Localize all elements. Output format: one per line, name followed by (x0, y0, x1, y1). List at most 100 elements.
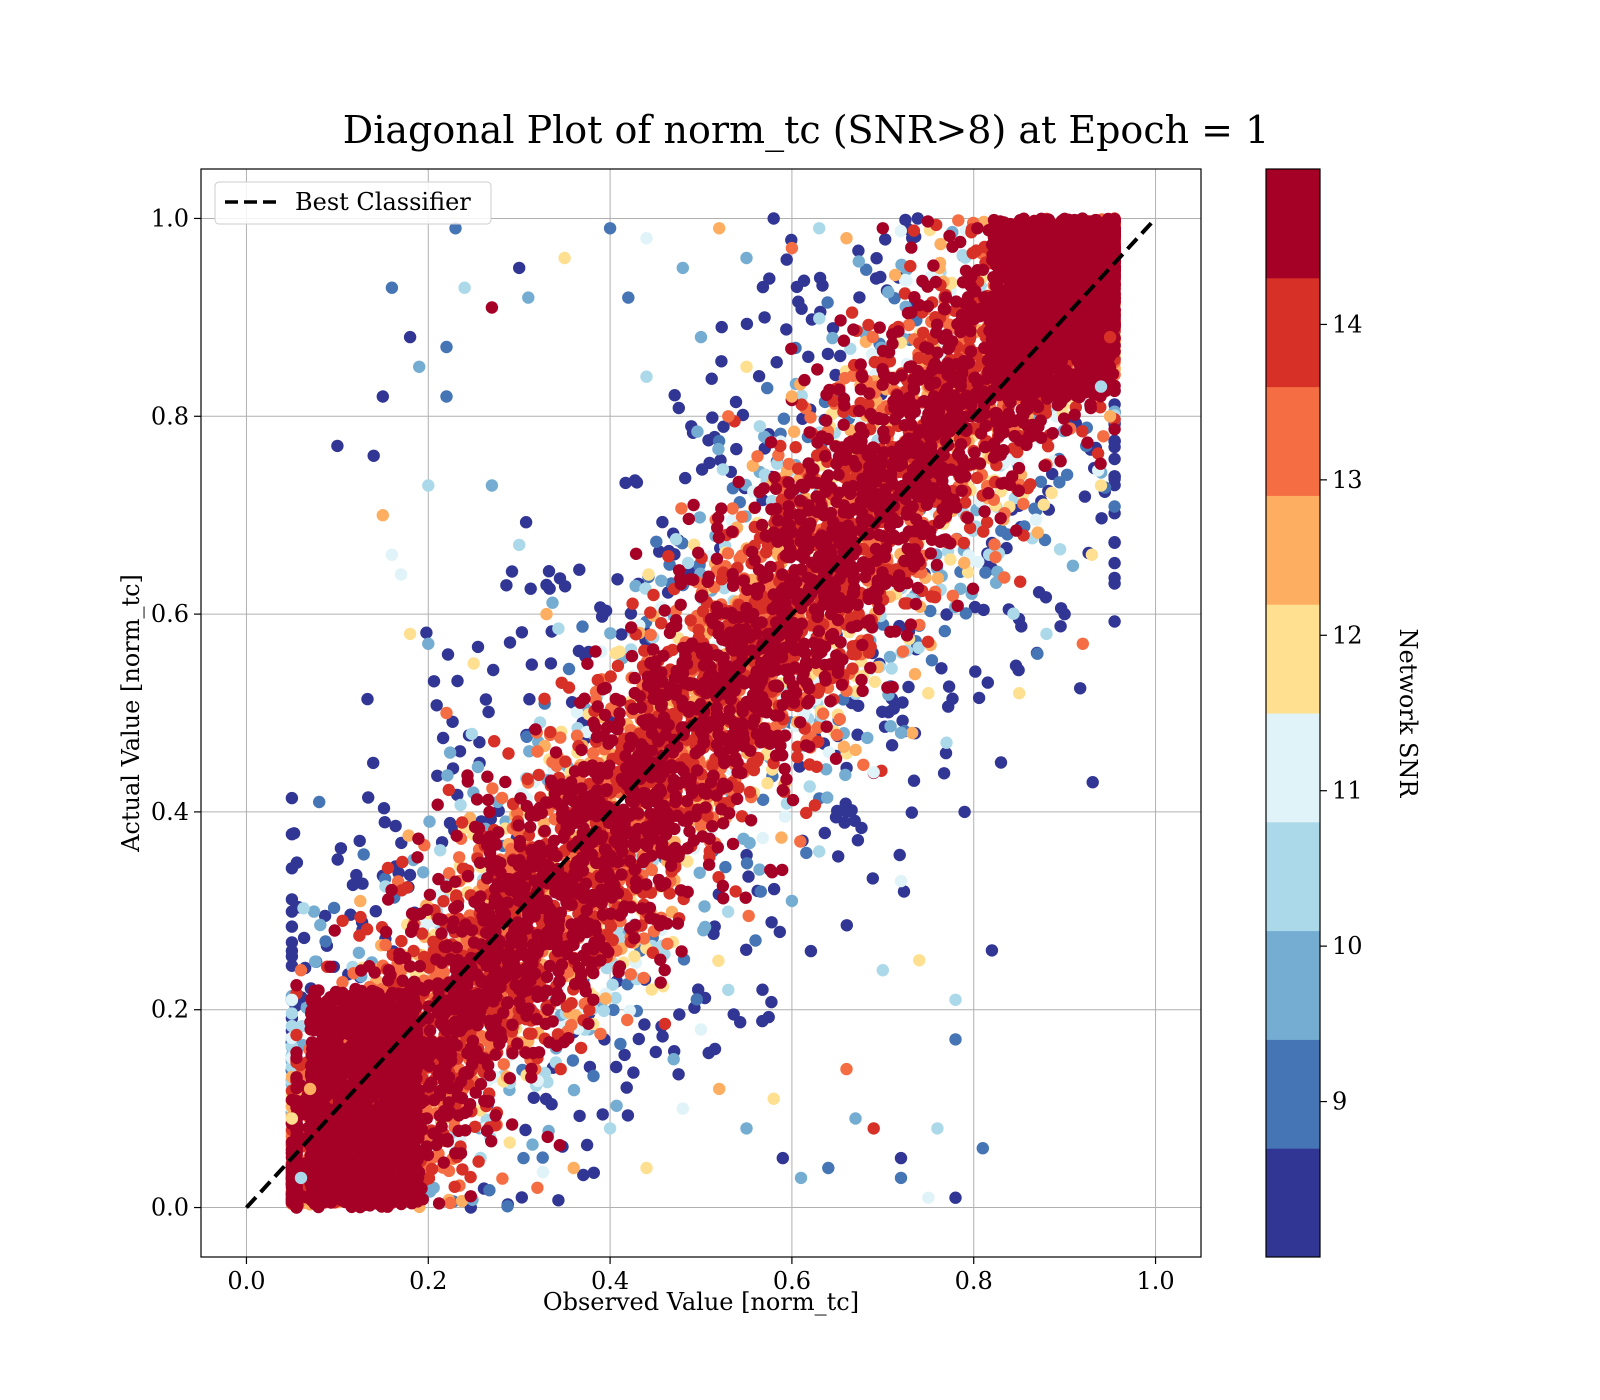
scatter-point (693, 866, 706, 879)
scatter-point (427, 1181, 440, 1195)
scatter-point (285, 828, 299, 841)
scatter-point (517, 1151, 530, 1165)
scatter-point (668, 389, 681, 402)
scatter-point (604, 670, 617, 683)
scatter-point (876, 705, 889, 718)
scatter-point (861, 731, 874, 745)
scatter-point (614, 1037, 627, 1051)
scatter-point (346, 878, 360, 892)
scatter-point (520, 730, 533, 743)
scatter-point (934, 237, 947, 251)
scatter-point (309, 955, 322, 968)
scatter-point (658, 1017, 672, 1031)
scatter-point (925, 654, 939, 667)
scatter-point (354, 910, 367, 924)
scatter-point (661, 937, 674, 950)
scatter-point (479, 693, 493, 706)
scatter-point (706, 759, 719, 772)
scatter-point (525, 658, 538, 671)
scatter-point (487, 663, 500, 677)
scatter-point (883, 650, 897, 664)
scatter-point (862, 318, 875, 332)
scatter-point (1108, 571, 1121, 585)
scatter-point (765, 995, 778, 1009)
scatter-point (907, 224, 921, 237)
scatter-point (838, 371, 852, 385)
scatter-point (524, 582, 537, 595)
scatter-point (775, 831, 788, 844)
scatter-point (1108, 536, 1121, 549)
scatter-point (297, 931, 311, 945)
scatter-point (615, 628, 628, 641)
scatter-point (1108, 452, 1121, 466)
scatter-point (691, 425, 704, 438)
scatter-point (522, 1027, 536, 1040)
scatter-point (1108, 435, 1121, 448)
scatter-point (778, 810, 792, 823)
scatter-point (961, 566, 975, 579)
scatter-point (972, 691, 986, 705)
scatter-point (669, 533, 683, 546)
scatter-point (795, 389, 808, 402)
scatter-point (1094, 401, 1107, 414)
scatter-point (811, 721, 824, 734)
scatter-point (846, 662, 859, 675)
scatter-point (675, 502, 688, 515)
scatter-point (621, 1109, 635, 1122)
scatter-point (794, 835, 807, 848)
scatter-point (1029, 513, 1043, 526)
scatter-point (753, 863, 766, 876)
scatter-point (834, 349, 847, 363)
scatter-point (808, 799, 822, 812)
scatter-point (681, 556, 695, 570)
scatter-point (637, 971, 650, 985)
scatter-point (356, 877, 369, 890)
scatter-point (838, 816, 851, 829)
scatter-point (663, 887, 676, 900)
scatter-point (577, 1168, 590, 1182)
scatter-point (969, 665, 982, 678)
scatter-point (604, 920, 618, 933)
scatter-point (297, 902, 310, 915)
scatter-point (396, 855, 409, 869)
scatter-point (515, 626, 529, 639)
scatter-point (417, 866, 430, 879)
scatter-point (968, 600, 982, 614)
scatter-point (1097, 430, 1110, 443)
scatter-point (609, 991, 622, 1005)
chart-title: Diagonal Plot of norm_tc (SNR>8) at Epoc… (343, 108, 1270, 153)
scatter-point (599, 992, 612, 1005)
scatter-point (762, 1010, 775, 1024)
scatter-point (1034, 475, 1048, 488)
scatter-point (505, 565, 519, 578)
scatter-point (1108, 615, 1121, 628)
scatter-point (721, 547, 735, 560)
scatter-point (350, 868, 363, 882)
scatter-point (1037, 498, 1051, 511)
scatter-point (963, 521, 977, 535)
scatter-point (959, 607, 973, 620)
scatter-point (773, 925, 786, 939)
scatter-point (679, 471, 692, 485)
scatter-point (357, 848, 370, 861)
scatter-point (740, 857, 754, 870)
scatter-point (519, 516, 533, 529)
scatter-point (353, 929, 366, 942)
scatter-point (527, 1091, 540, 1105)
scatter-point (852, 255, 865, 268)
scatter-point (503, 1136, 516, 1149)
scatter-point (451, 674, 464, 688)
scatter-point (1028, 502, 1041, 515)
scatter-point (939, 746, 953, 760)
scatter-point (395, 884, 408, 897)
scatter-point (285, 920, 299, 933)
scatter-point (756, 831, 769, 845)
scatter-point (831, 804, 844, 818)
scatter-point (958, 556, 971, 570)
scatter-point (761, 777, 774, 790)
scatter-point (415, 927, 429, 940)
scatter-point (898, 273, 912, 287)
scatter-point (655, 617, 668, 630)
scatter-point (586, 746, 600, 760)
scatter-point (937, 767, 951, 780)
